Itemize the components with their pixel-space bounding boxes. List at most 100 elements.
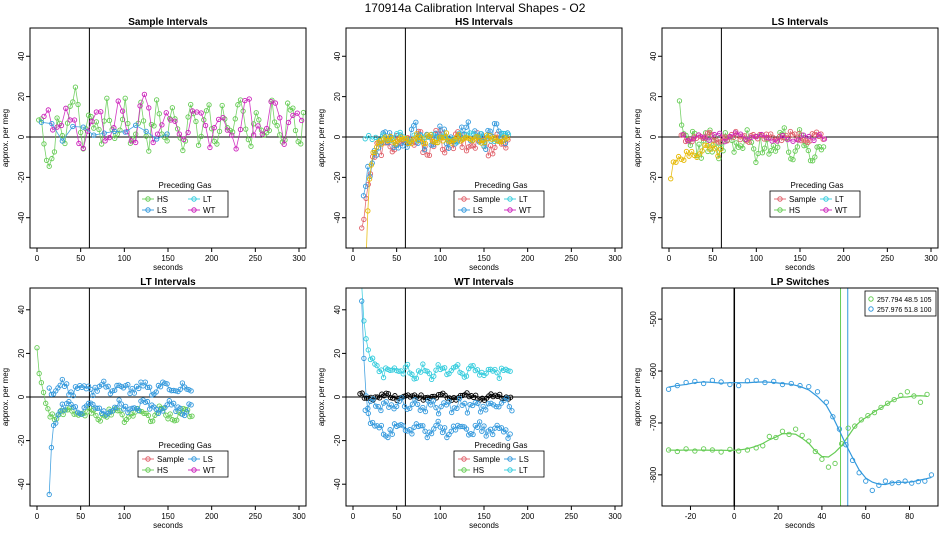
data-point [242,98,248,104]
data-point [184,386,190,392]
series-LT [361,288,513,382]
data-point [174,126,181,132]
data-point [496,425,502,432]
data-point [676,98,683,104]
data-point [106,117,113,124]
data-point [373,403,379,409]
legend-entry: LS [519,455,529,464]
data-point [395,145,402,151]
data-point [491,121,498,127]
data-point [422,141,429,147]
data-point [164,138,170,144]
data-point [439,429,446,436]
data-point [420,423,426,429]
data-point [198,133,204,140]
y-axis-label: approx. per meg [1,109,10,167]
data-point [400,423,406,429]
data-point [88,113,94,120]
data-point [477,409,484,415]
data-point [485,401,492,407]
data-point [430,398,436,404]
legend-box [137,190,229,218]
data-point [445,145,452,151]
data-point [188,101,194,108]
data-point [732,130,739,136]
data-point [459,392,466,399]
data-point [85,112,92,118]
x-tick-label: 100 [750,254,764,263]
data-point [716,130,723,137]
legend-entry: LS [157,206,167,215]
data-point [147,418,154,425]
data-point [156,111,162,117]
data-point [775,144,781,150]
data-point [418,423,424,429]
data-point [49,155,55,162]
data-point [493,403,499,410]
data-point [481,143,487,149]
data-point [748,134,754,141]
data-point [147,406,153,412]
data-point [243,126,249,132]
data-point [472,128,478,134]
data-point [781,125,787,131]
data-point [366,132,372,139]
data-point [801,143,807,149]
legend-entry: WT [203,466,216,475]
series-WT [680,130,828,145]
data-point [50,127,56,133]
data-point [730,134,737,141]
data-point [443,402,450,408]
data-point [909,480,915,486]
data-point [474,424,481,430]
x-tick-label: 300 [608,254,622,263]
y-tick-label: 40 [333,305,342,314]
data-point [40,389,47,396]
y-tick-label: -500 [649,311,658,328]
x-tick-label: 100 [434,512,448,521]
data-point [409,401,416,407]
data-point [188,388,194,394]
data-point [369,355,376,361]
data-point [699,148,705,154]
data-point [365,208,371,214]
panel-title: Sample Intervals [128,17,208,28]
series-line [361,301,511,440]
data-point [383,390,389,396]
data-point [188,402,194,408]
data-point [394,403,400,410]
legend-swatch-marker [777,196,783,202]
x-tick-label: 40 [817,512,826,521]
data-point [420,404,426,411]
data-point [271,119,278,125]
data-point [387,395,394,401]
data-point [378,422,385,429]
data-point [235,102,241,108]
data-point [216,116,222,123]
y-axis-label: approx. per meg [317,368,326,426]
legend-swatch-marker [777,207,783,213]
data-point [38,119,45,125]
data-point [483,407,489,413]
data-point [792,148,798,154]
data-point [167,411,173,417]
data-point [385,434,391,441]
data-point [79,411,85,417]
data-point [133,131,139,137]
data-point [437,123,443,129]
data-point [98,141,105,147]
data-point [144,384,151,391]
data-point [277,115,283,121]
data-point [233,146,239,152]
data-point [359,225,365,231]
data-point [365,405,371,411]
legend-swatch-marker [145,196,151,202]
data-point [682,138,689,145]
data-point [109,408,116,414]
data-point [396,398,402,405]
data-point [246,96,252,102]
data-point [696,141,702,147]
data-point [145,412,151,419]
data-point [153,97,160,103]
